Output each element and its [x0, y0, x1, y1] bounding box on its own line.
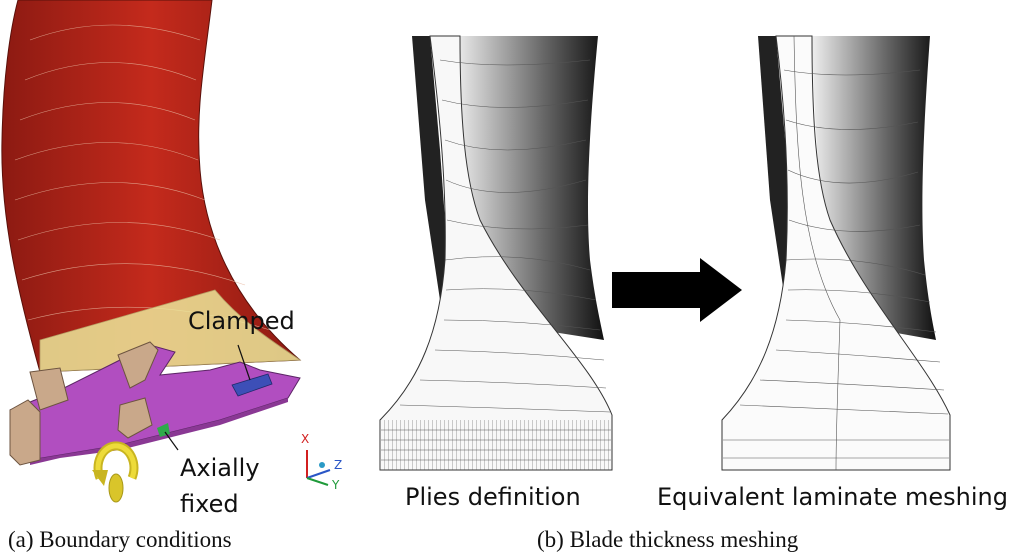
axis-x-label: X [301, 432, 310, 446]
axis-triad [306, 450, 331, 486]
axially-label-line2: fixed [180, 490, 239, 518]
plies-root-hatch [380, 420, 612, 470]
laminate-mesh-lines [723, 35, 949, 471]
axis-z-label: Z [334, 458, 343, 472]
laminate-mesh [721, 35, 951, 471]
blade-fillet [39, 289, 302, 373]
caption-a: (a) Boundary conditions [8, 527, 232, 552]
equivalent-laminate-label: Equivalent laminate meshing [657, 483, 1008, 511]
disk-hook [117, 397, 153, 439]
caption-b: (b) Blade thickness meshing [537, 527, 799, 552]
plies-mesh [379, 35, 613, 471]
disk-front-flange [9, 399, 41, 466]
plies-mesh-lines [381, 59, 611, 461]
axially-leader [164, 431, 179, 451]
transform-arrow [612, 258, 742, 322]
laminate-dark-surface [758, 36, 792, 300]
plies-definition-label: Plies definition [405, 483, 581, 511]
disk-segment [9, 341, 301, 466]
blade-model [1, 0, 302, 466]
clamped-label: Clamped [188, 307, 295, 335]
clamped-leader [237, 344, 251, 381]
plies-dark-surface [412, 36, 448, 300]
axially-label-line1: Axially [180, 454, 260, 482]
rotation-icon [92, 441, 139, 503]
disk-lug [117, 341, 159, 389]
clamped-face [231, 373, 273, 397]
disk-dovetail-left [29, 367, 69, 411]
axis-y-label: Y [332, 478, 340, 492]
laminate-white-body [721, 35, 951, 471]
